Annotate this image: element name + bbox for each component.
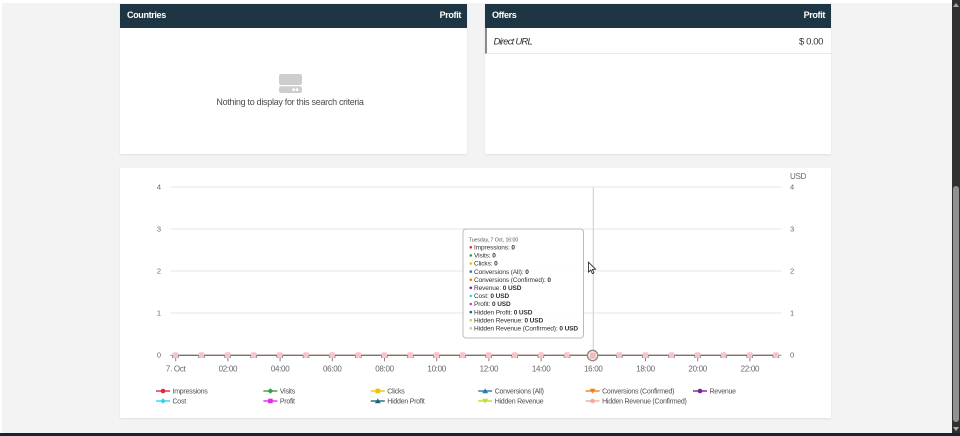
svg-text:7. Oct: 7. Oct: [166, 365, 187, 374]
svg-text:2: 2: [157, 267, 161, 276]
svg-text:04:00: 04:00: [271, 365, 290, 374]
svg-text:0: 0: [157, 351, 161, 360]
svg-text:Revenue: 0 USD: Revenue: 0 USD: [474, 285, 522, 292]
svg-text:USD: USD: [790, 172, 807, 181]
svg-text:2: 2: [790, 267, 794, 276]
svg-text:18:00: 18:00: [636, 365, 655, 374]
svg-text:Conversions (All): Conversions (All): [495, 389, 544, 396]
svg-text:Impressions: Impressions: [173, 389, 209, 396]
svg-text:06:00: 06:00: [323, 365, 342, 374]
svg-text:Revenue: Revenue: [710, 389, 737, 396]
svg-text:Cost: Cost: [173, 399, 187, 406]
svg-text:Cost: 0 USD: Cost: 0 USD: [474, 293, 509, 300]
svg-text:Hidden Revenue (Confirmed): Hidden Revenue (Confirmed): [602, 399, 687, 406]
svg-text:08:00: 08:00: [375, 365, 394, 374]
svg-text:Conversions (Confirmed): Conversions (Confirmed): [602, 389, 674, 396]
svg-text:Hidden Revenue: 0 USD: Hidden Revenue: 0 USD: [474, 317, 543, 324]
svg-text:Tuesday, 7 Oct, 16:00: Tuesday, 7 Oct, 16:00: [469, 238, 519, 244]
svg-text:1: 1: [157, 309, 161, 318]
svg-text:Hidden Revenue (Confirmed): 0: Hidden Revenue (Confirmed): 0 USD: [474, 326, 578, 333]
svg-text:Hidden Revenue: Hidden Revenue: [495, 399, 544, 406]
svg-text:22:00: 22:00: [741, 365, 760, 374]
svg-text:Impressions: 0: Impressions: 0: [474, 245, 515, 252]
svg-text:Clicks: Clicks: [387, 389, 405, 396]
svg-text:Clicks: 0: Clicks: 0: [474, 261, 498, 268]
svg-text:1: 1: [790, 309, 794, 318]
svg-text:Hidden Profit: 0 USD: Hidden Profit: 0 USD: [474, 309, 533, 316]
svg-text:Conversions (All): 0: Conversions (All): 0: [474, 269, 529, 276]
svg-text:20:00: 20:00: [688, 365, 707, 374]
svg-text:Hidden Profit: Hidden Profit: [387, 399, 425, 406]
svg-text:Profit: Profit: [280, 399, 295, 406]
svg-text:0: 0: [790, 351, 794, 360]
svg-text:4: 4: [157, 183, 161, 192]
svg-text:Visits: Visits: [280, 389, 296, 396]
svg-text:10:00: 10:00: [427, 365, 446, 374]
svg-text:Profit: 0 USD: Profit: 0 USD: [474, 301, 511, 308]
svg-text:02:00: 02:00: [219, 365, 238, 374]
svg-text:14:00: 14:00: [532, 365, 551, 374]
svg-text:4: 4: [790, 183, 794, 192]
svg-text:16:00: 16:00: [584, 365, 603, 374]
svg-text:12:00: 12:00: [480, 365, 499, 374]
svg-text:Conversions (Confirmed): 0: Conversions (Confirmed): 0: [474, 277, 551, 284]
svg-text:3: 3: [790, 225, 794, 234]
svg-text:3: 3: [157, 225, 161, 234]
svg-text:Visits: 0: Visits: 0: [474, 253, 496, 260]
